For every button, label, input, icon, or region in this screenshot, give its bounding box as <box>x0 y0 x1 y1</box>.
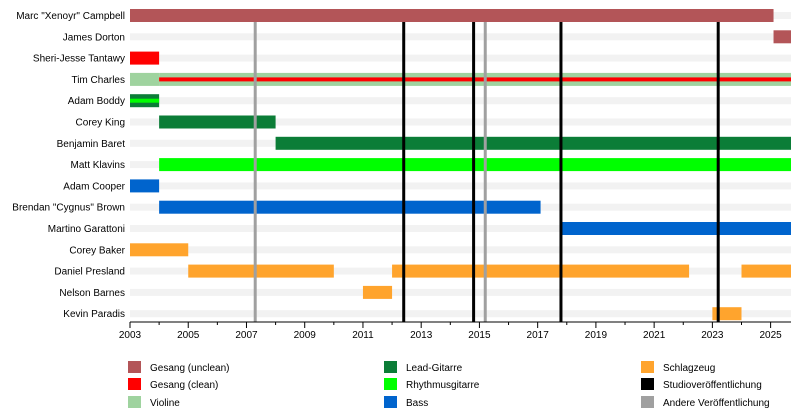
x-tick-label-2013: 2013 <box>410 330 433 341</box>
legend-item-violine: Violine <box>128 396 180 408</box>
legend-label: Andere Veröffentlichung <box>663 398 770 408</box>
legend-item-studiover-ffentlichung: Studioveröffentlichung <box>641 378 762 391</box>
x-axis: 2003 2005 2007 2009 2011 2013 2015 2017 2019 2021… <box>119 321 791 341</box>
legend-swatch <box>128 378 141 390</box>
member-label-benjamin-baret: Benjamin Baret <box>57 139 126 150</box>
member-label-adam-cooper: Adam Cooper <box>63 181 125 192</box>
row-background <box>130 182 791 190</box>
bar-sheri-jesse-tantawy-gesang-clean <box>130 51 160 65</box>
bar-nelson-barnes-schlagzeug <box>362 285 393 299</box>
member-label-marc-xenoyr-campbell: Marc "Xenoyr" Campbell <box>16 11 125 22</box>
legend-swatch <box>641 396 654 408</box>
member-label-corey-king: Corey King <box>76 118 125 129</box>
member-label-matt-klavins: Matt Klavins <box>71 160 125 171</box>
bar-marc-xenoyr-campbell-gesang-unclean <box>130 9 774 22</box>
member-label-nelson-barnes: Nelson Barnes <box>59 288 125 299</box>
x-tick-label-2015: 2015 <box>468 330 491 341</box>
x-tick-label-2011: 2011 <box>352 330 374 341</box>
row-background <box>130 54 791 62</box>
member-labels: Marc "Xenoyr" Campbell James Dorton Sheri-… <box>12 11 125 320</box>
member-label-brendan-cygnus-brown: Brendan "Cygnus" Brown <box>12 203 125 214</box>
legend-label: Studioveröffentlichung <box>663 380 762 391</box>
x-tick-label-2017: 2017 <box>527 330 550 341</box>
legend-item-lead-gitarre: Lead-Gitarre <box>384 361 463 374</box>
x-tick-label-2021: 2021 <box>643 330 666 341</box>
legend-swatch <box>128 396 141 408</box>
bar-corey-king-lead-gitarre <box>159 115 276 129</box>
row-background <box>130 97 791 105</box>
member-label-tim-charles: Tim Charles <box>71 75 125 86</box>
legend-label: Schlagzeug <box>663 363 715 374</box>
x-tick-label-2009: 2009 <box>294 330 317 341</box>
member-label-daniel-presland: Daniel Presland <box>54 267 125 278</box>
bar-james-dorton-gesang-unclean <box>773 30 791 44</box>
bar-martino-garattoni-bass <box>560 222 791 235</box>
row-background <box>130 33 791 41</box>
bar-benjamin-baret-lead-gitarre <box>275 136 791 150</box>
legend-label: Violine <box>150 398 180 408</box>
row-background <box>130 288 791 296</box>
legend-item-gesang-clean: Gesang (clean) <box>128 378 218 391</box>
member-label-james-dorton: James Dorton <box>63 32 125 43</box>
member-label-sheri-jesse-tantawy: Sheri-Jesse Tantawy <box>33 54 125 65</box>
bar-stripe-adam-boddy-rhythmusgitarre <box>130 98 160 103</box>
legend: Gesang (unclean) Lead-Gitarre Schlagzeug Ge… <box>128 361 770 408</box>
bar-brendan-cygnus-brown-bass <box>159 200 541 214</box>
legend-swatch <box>384 396 397 408</box>
x-tick-label-2025: 2025 <box>759 330 782 341</box>
x-tick-label-2007: 2007 <box>235 330 258 341</box>
legend-item-andere-ver-ffentlichung: Andere Veröffentlichung <box>641 396 770 408</box>
bar-daniel-presland-schlagzeug <box>392 264 690 278</box>
legend-label: Bass <box>406 398 428 408</box>
bar-daniel-presland-schlagzeug <box>741 264 791 278</box>
release-lines <box>253 22 720 322</box>
row-background <box>130 246 791 254</box>
x-tick-label-2019: 2019 <box>585 330 608 341</box>
x-tick-label-2003: 2003 <box>119 330 142 341</box>
bar-daniel-presland-schlagzeug <box>188 264 334 278</box>
legend-label: Gesang (unclean) <box>150 363 230 374</box>
legend-item-rhythmusgitarre: Rhythmusgitarre <box>384 378 480 391</box>
legend-swatch <box>384 378 397 390</box>
legend-item-bass: Bass <box>384 396 428 408</box>
legend-swatch <box>128 361 141 373</box>
bar-tim-charles-violine <box>130 72 160 86</box>
row-background <box>130 310 791 318</box>
member-label-adam-boddy: Adam Boddy <box>68 96 125 107</box>
row-background <box>130 225 791 232</box>
legend-swatch <box>641 361 654 373</box>
member-label-kevin-paradis: Kevin Paradis <box>63 309 125 320</box>
bar-corey-baker-schlagzeug <box>130 243 189 257</box>
legend-label: Gesang (clean) <box>150 380 218 391</box>
bar-adam-cooper-bass <box>130 179 160 193</box>
x-tick-label-2023: 2023 <box>701 330 724 341</box>
legend-swatch <box>641 378 654 390</box>
legend-swatch <box>384 361 397 373</box>
legend-label: Lead-Gitarre <box>406 363 463 374</box>
member-label-martino-garattoni: Martino Garattoni <box>48 224 125 235</box>
member-label-corey-baker: Corey Baker <box>69 245 125 256</box>
legend-label: Rhythmusgitarre <box>406 380 480 391</box>
legend-item-schlagzeug: Schlagzeug <box>641 361 715 374</box>
row-background <box>130 118 791 126</box>
x-tick-label-2005: 2005 <box>177 330 200 341</box>
legend-item-gesang-unclean: Gesang (unclean) <box>128 361 230 374</box>
